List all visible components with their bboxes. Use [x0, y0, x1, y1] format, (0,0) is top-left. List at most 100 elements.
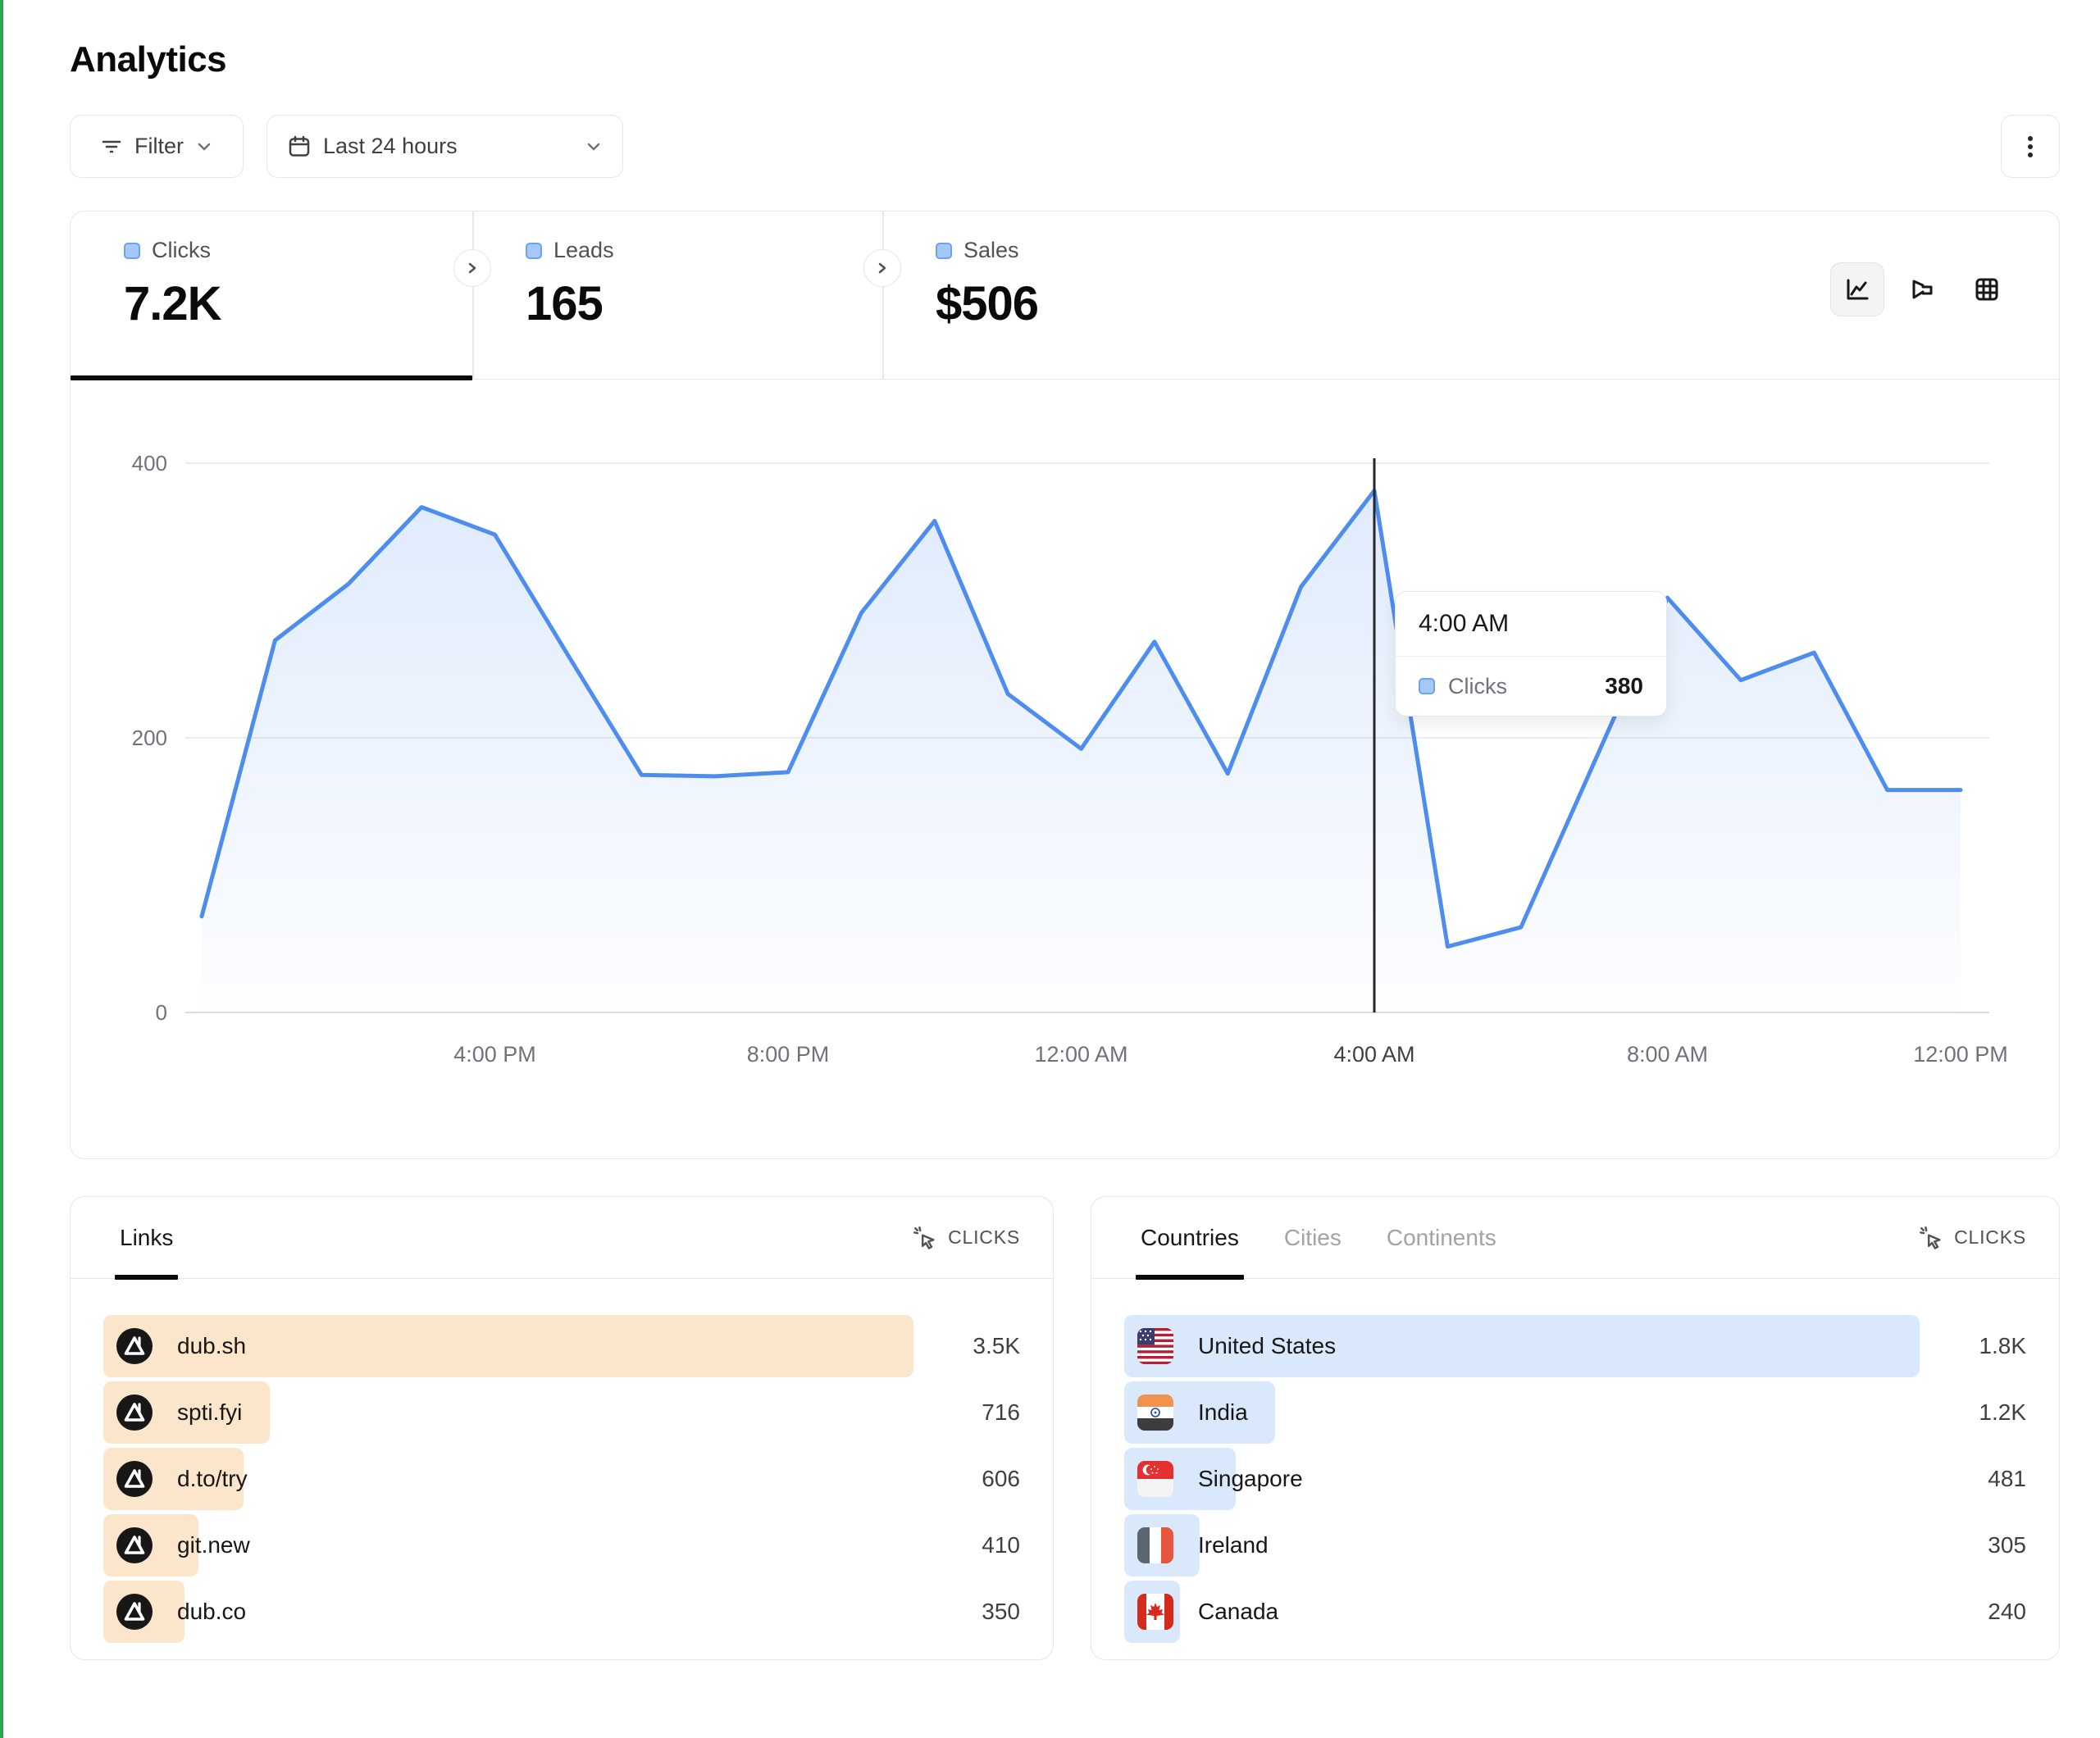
row-icon [1137, 1328, 1173, 1364]
row-label: dub.sh [177, 1333, 247, 1358]
date-range-button[interactable]: Last 24 hours [266, 115, 623, 178]
line-chart-icon [1847, 279, 1869, 300]
list-item[interactable]: dub.co 350 [103, 1581, 1020, 1643]
toolbar: Filter Last 24 hours [70, 115, 2060, 178]
list-item[interactable]: Singapore 481 [1124, 1448, 2026, 1510]
calendar-icon [289, 135, 310, 157]
date-range-label: Last 24 hours [323, 134, 458, 158]
x-axis-label-4:00 AM: 4:00 AM [1333, 1042, 1414, 1067]
list-item[interactable]: dub.sh 3.5K [103, 1315, 1020, 1377]
row-icon [116, 1394, 153, 1431]
clicks-line-series [199, 489, 1963, 949]
funnel-icon [1912, 280, 1933, 299]
expand-clicks-button[interactable] [453, 249, 491, 287]
stats-tab-strip: Clicks 7.2K Leads 165 [71, 212, 2059, 380]
row-label: git.new [177, 1532, 250, 1558]
chart-type-toggle-group [1830, 262, 2014, 316]
cursor-click-icon [1918, 1225, 1944, 1251]
row-label: Singapore [1198, 1466, 1303, 1491]
stat-label: Leads [553, 238, 614, 262]
countries-metric-header[interactable]: CLICKS [1918, 1225, 2026, 1251]
tab-clicks[interactable]: Clicks 7.2K [71, 212, 472, 380]
chevron-down-icon [587, 143, 600, 150]
filter-button-label: Filter [134, 134, 184, 158]
metric-label: CLICKS [948, 1226, 1020, 1248]
links-panel-header: Links CLICKS [71, 1197, 1053, 1280]
tooltip-legend-square [1419, 678, 1435, 694]
clicks-area-fill [202, 490, 1961, 1012]
row-value: 3.5K [973, 1333, 1020, 1358]
row-label: spti.fyi [177, 1399, 243, 1425]
tab-countries[interactable]: Countries [1136, 1197, 1244, 1280]
tooltip-series-label: Clicks [1448, 673, 1507, 698]
row-icon [1137, 1461, 1173, 1497]
links-metric-header[interactable]: CLICKS [912, 1225, 1020, 1251]
chevron-right-icon [878, 262, 886, 274]
countries-panel: Countries Cities Continents CLICKS Unite… [1091, 1196, 2060, 1660]
tab-links[interactable]: Links [114, 1197, 179, 1280]
grid-icon [1975, 278, 1998, 301]
chart-canvas[interactable]: 0 200 400 4:00 PM 8:00 PM 12:00 AM 4:00 AM 8:00… [71, 380, 2058, 1158]
filter-lines-icon [102, 140, 121, 152]
x-axis-label-12:00 PM: 12:00 PM [1913, 1042, 2008, 1067]
list-item[interactable]: United States 1.8K [1124, 1315, 2026, 1377]
cursor-click-icon [912, 1225, 938, 1251]
row-label: India [1198, 1399, 1248, 1425]
row-icon [1137, 1394, 1173, 1431]
list-item[interactable]: Canada 240 [1124, 1581, 2026, 1643]
tab-sales[interactable]: Sales $506 [882, 212, 1374, 379]
stat-value: 165 [526, 277, 604, 330]
value-bar [1124, 1315, 1920, 1377]
row-icon [116, 1594, 153, 1630]
row-label: d.to/try [177, 1466, 248, 1491]
row-value: 716 [982, 1399, 1020, 1425]
row-icon [1137, 1527, 1173, 1563]
stat-label: Sales [963, 238, 1019, 262]
line-chart-toggle[interactable] [1830, 262, 1884, 316]
list-item[interactable]: spti.fyi 716 [103, 1381, 1020, 1444]
row-value: 240 [1988, 1599, 2026, 1624]
funnel-toggle[interactable] [1895, 262, 1949, 316]
table-grid-toggle[interactable] [1960, 262, 2014, 316]
list-item[interactable]: d.to/try 606 [103, 1448, 1020, 1510]
page-edge-accent [0, 0, 3, 1738]
list-item[interactable]: git.new 410 [103, 1514, 1020, 1576]
links-list: dub.sh 3.5K spti.fyi 716 d.to/try 606 [71, 1279, 1053, 1643]
row-value: 1.2K [1979, 1399, 2026, 1425]
x-axis-label-12:00 AM: 12:00 AM [1034, 1042, 1127, 1067]
row-value: 410 [982, 1532, 1020, 1558]
expand-leads-button[interactable] [863, 249, 901, 287]
clicks-time-series-chart[interactable]: 0 200 400 4:00 PM 8:00 PM 12:00 AM 4:00 AM 8:00… [71, 380, 2059, 1158]
kebab-menu-icon [2028, 135, 2033, 157]
row-icon [1137, 1594, 1173, 1630]
tab-continents[interactable]: Continents [1386, 1224, 1496, 1250]
sales-legend-square [936, 242, 952, 259]
analytics-chart-card: Clicks 7.2K Leads 165 [70, 211, 2060, 1159]
tab-cities[interactable]: Cities [1283, 1224, 1342, 1250]
chevron-down-icon [198, 143, 211, 150]
row-value: 350 [982, 1599, 1020, 1624]
row-value: 481 [1988, 1466, 2026, 1491]
page-title: Analytics [70, 39, 227, 80]
more-options-button[interactable] [2001, 115, 2060, 178]
row-icon [116, 1527, 153, 1563]
list-item[interactable]: Ireland 305 [1124, 1514, 2026, 1576]
tab-leads[interactable]: Leads 165 [472, 212, 882, 379]
stat-value: $506 [936, 277, 1039, 330]
row-label: United States [1198, 1333, 1337, 1358]
stat-value: 7.2K [124, 277, 222, 330]
countries-list: United States 1.8K India 1.2K Singapore … [1091, 1279, 2059, 1643]
countries-panel-header: Countries Cities Continents CLICKS [1091, 1197, 2059, 1280]
stat-label: Clicks [152, 238, 211, 262]
row-icon [116, 1461, 153, 1497]
leads-legend-square [526, 242, 542, 259]
x-axis-label-4:00 PM: 4:00 PM [453, 1042, 536, 1067]
list-item[interactable]: India 1.2K [1124, 1381, 2026, 1444]
row-label: Ireland [1198, 1532, 1269, 1558]
filter-button[interactable]: Filter [70, 115, 244, 178]
y-axis-label-200: 200 [132, 726, 167, 750]
row-label: dub.co [177, 1599, 247, 1624]
value-bar [103, 1315, 913, 1377]
chevron-right-icon [468, 262, 476, 274]
